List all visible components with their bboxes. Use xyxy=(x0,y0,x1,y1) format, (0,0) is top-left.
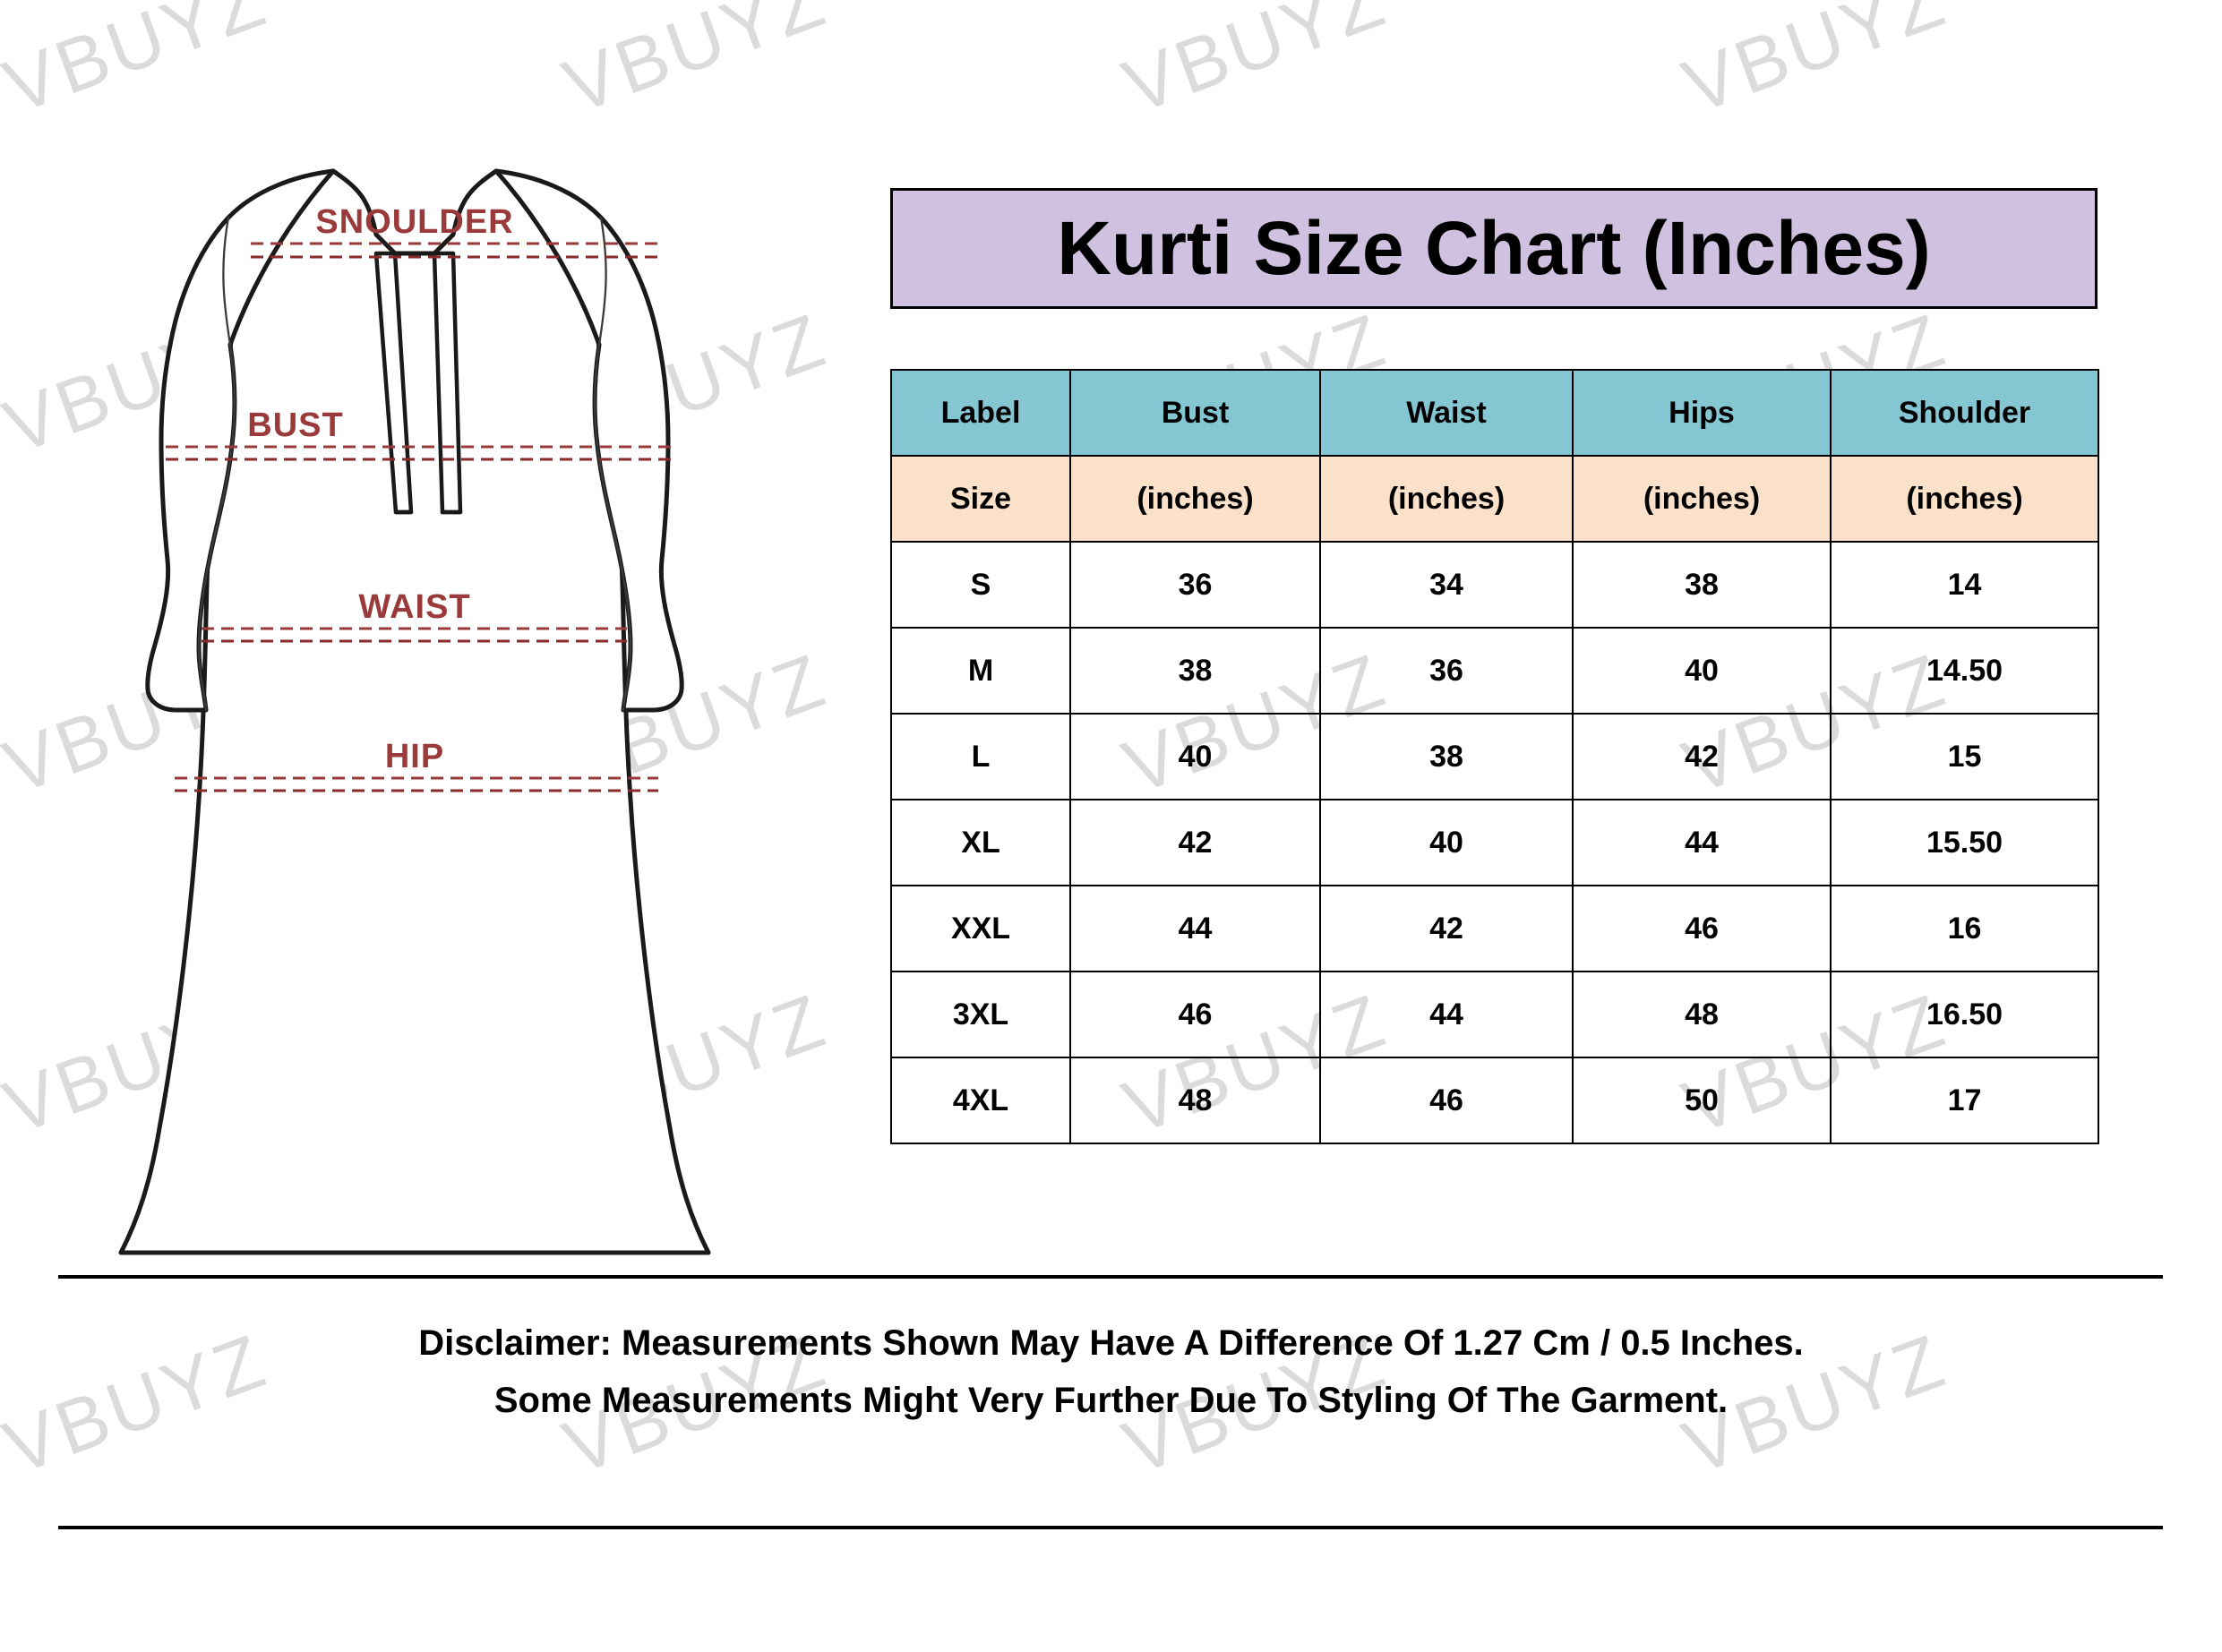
svg-text:WAIST: WAIST xyxy=(358,588,470,626)
svg-text:HIP: HIP xyxy=(385,738,444,775)
svg-text:BUST: BUST xyxy=(247,407,343,444)
svg-text:SNOULDER: SNOULDER xyxy=(315,203,513,241)
